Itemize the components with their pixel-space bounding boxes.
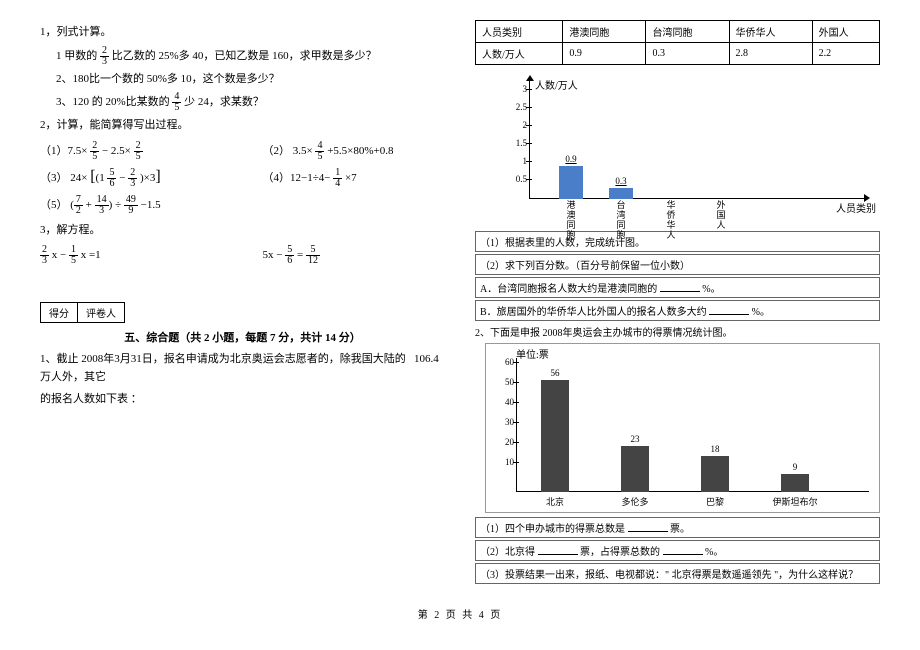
y-tick-label: 1	[503, 156, 527, 166]
eq-row: 23 x − 15 x =1 5x − 56 = 512	[40, 245, 445, 266]
q-r-3: A．台湾同胞报名人数大约是港澳同胞的 %。	[475, 277, 880, 298]
left-column: 1，列式计算。 1 甲数的 2 3 比乙数的 25%多 40，已知乙数是 160…	[40, 20, 445, 586]
chart2-bar-value: 18	[701, 444, 729, 454]
calc-row-1: （1）7.5× 25 − 2.5× 25 （2） 3.5× 45 +5.5×80…	[40, 141, 445, 162]
chart2-tick: 60	[496, 357, 514, 367]
table-row: 人数/万人 0.9 0.3 2.8 2.2	[476, 43, 880, 65]
y-tick-label: 0.5	[503, 174, 527, 184]
calc-1: （1）7.5× 25 − 2.5× 25	[40, 141, 223, 162]
bar-value-label: 0.9	[556, 154, 586, 164]
q1-title: 1，列式计算。	[40, 24, 445, 42]
th-category: 人员类别	[476, 21, 563, 43]
chart2-bar-label: 伊斯坦布尔	[770, 495, 820, 508]
q1-2: 2、180比一个数的 50%多 10，这个数是多少？	[40, 71, 445, 89]
p1c: 的报名人数如下表 ：	[40, 391, 445, 409]
right-column: 人员类别 港澳同胞 台湾同胞 华侨华人 外国人 人数/万人 0.9 0.3 2.…	[475, 20, 880, 586]
chart2-tick: 30	[496, 417, 514, 427]
q2-3: （3）投票结果一出来，报纸、电视都说：" 北京得票是数遥遥领先 "，为什么这样说…	[475, 563, 880, 584]
chart1-bar	[559, 166, 583, 199]
chart2-bar-value: 9	[781, 462, 809, 472]
chart2-yaxis	[516, 358, 517, 492]
y-tick-label: 2	[503, 120, 527, 130]
chart2-bar	[621, 446, 649, 492]
chart2-bar-value: 23	[621, 434, 649, 444]
q-r-1: （1）根据表里的人数，完成统计图。	[475, 231, 880, 252]
blank-input[interactable]	[660, 281, 700, 292]
y-tick-label: 1.5	[503, 138, 527, 148]
page-footer: 第 2 页 共 4 页	[40, 606, 880, 621]
eq-2: 5x − 56 = 512	[263, 245, 446, 266]
section-5-title: 五、综合题（共 2 小题，每题 7 分，共计 14 分）	[40, 329, 445, 345]
q1-1-text: 1 甲数的	[56, 50, 97, 62]
bar-value-label: 0.3	[606, 176, 636, 186]
calc-row-3: （5） (72 + 143) ÷ 499 −1.5	[40, 195, 445, 216]
bar-category-label: 华侨华人	[665, 201, 677, 241]
chart2-bar-label: 巴黎	[690, 495, 740, 508]
data-table: 人员类别 港澳同胞 台湾同胞 华侨华人 外国人 人数/万人 0.9 0.3 2.…	[475, 20, 880, 65]
y-axis	[529, 79, 530, 199]
p2-title: 2、下面是申报 2008年奥运会主办城市的得票情况统计图。	[475, 324, 880, 339]
bar-category-label: 台湾同胞	[615, 201, 627, 241]
chart1: 人数/万人 人员类别 32.521.510.5 0.9港澳同胞0.3台湾同胞华侨…	[499, 79, 876, 219]
chart1-bar	[609, 188, 633, 199]
q-r-4: B．旅居国外的华侨华人比外国人的报名人数多大约 %。	[475, 300, 880, 321]
y-axis-title: 人数/万人	[535, 77, 578, 92]
q-r-2: （2）求下列百分数。（百分号前保留一位小数）	[475, 254, 880, 275]
blank-input[interactable]	[663, 544, 703, 555]
y-tick-label: 3	[503, 84, 527, 94]
x-axis-title: 人员类别	[836, 200, 876, 215]
calc-3: （3） 24× [(1 56 − 23 )×3]	[40, 168, 223, 189]
blank-input[interactable]	[628, 521, 668, 532]
y-arrow-icon	[526, 75, 534, 81]
score-box: 得分 评卷人	[40, 302, 125, 323]
chart2-unit: 单位:票	[516, 346, 549, 361]
chart2-bar-value: 56	[541, 368, 569, 378]
y-tick-label: 2.5	[503, 102, 527, 112]
bar-category-label: 外国人	[715, 201, 727, 231]
calc-2: （2） 3.5× 45 +5.5×80%+0.8	[263, 141, 446, 162]
chart2-tick: 40	[496, 397, 514, 407]
chart2-tick: 20	[496, 437, 514, 447]
q1-1: 1 甲数的 2 3 比乙数的 25%多 40，已知乙数是 160，求甲数是多少？	[40, 46, 445, 67]
chart2-tick: 10	[496, 457, 514, 467]
blank-input[interactable]	[709, 304, 749, 315]
page-container: 1，列式计算。 1 甲数的 2 3 比乙数的 25%多 40，已知乙数是 160…	[40, 20, 880, 586]
q2-title: 2，计算，能简算得写出过程。	[40, 117, 445, 135]
eq-1: 23 x − 15 x =1	[40, 245, 223, 266]
score-label: 得分	[41, 303, 78, 322]
chart2-bar-label: 北京	[530, 495, 580, 508]
q2-1: （1）四个申办城市的得票总数是 票。	[475, 517, 880, 538]
q1-3-frac: 4 5	[172, 92, 181, 113]
chart2-bar	[541, 380, 569, 492]
q1-3: 3、120 的 20%比某数的 4 5 少 24，求某数？	[40, 92, 445, 113]
p1: 1、截止 2008年3月31日，报名申请成为北京奥运会志愿者的，除我国大陆的 1…	[40, 351, 445, 386]
blank-input[interactable]	[538, 544, 578, 555]
bar-category-label: 港澳同胞	[565, 201, 577, 241]
calc-row-2: （3） 24× [(1 56 − 23 )×3] （4）12−1÷4− 14 ×…	[40, 168, 445, 189]
calc-4: （4）12−1÷4− 14 ×7	[263, 168, 446, 189]
chart1-box: 人数/万人 人员类别 32.521.510.5 0.9港澳同胞0.3台湾同胞华侨…	[475, 71, 880, 227]
table-row: 人员类别 港澳同胞 台湾同胞 华侨华人 外国人	[476, 21, 880, 43]
q1-1-frac: 2 3	[100, 46, 109, 67]
th-count: 人数/万人	[476, 43, 563, 65]
chart2-bar-label: 多伦多	[610, 495, 660, 508]
grader-label: 评卷人	[78, 303, 124, 322]
chart2-bar	[701, 456, 729, 492]
chart2-bar	[781, 474, 809, 492]
calc-5: （5） (72 + 143) ÷ 499 −1.5	[40, 195, 223, 216]
q2-2: （2）北京得 票，占得票总数的 %。	[475, 540, 880, 561]
q1-1-tail: 比乙数的 25%多 40，已知乙数是 160，求甲数是多少？	[112, 50, 377, 62]
q3-title: 3，解方程。	[40, 222, 445, 240]
chart2: 单位:票 60 50 40 30 20 10 56 北京 23 多伦多 18 巴黎 9 伊斯坦布尔	[485, 343, 880, 513]
chart2-tick: 50	[496, 377, 514, 387]
